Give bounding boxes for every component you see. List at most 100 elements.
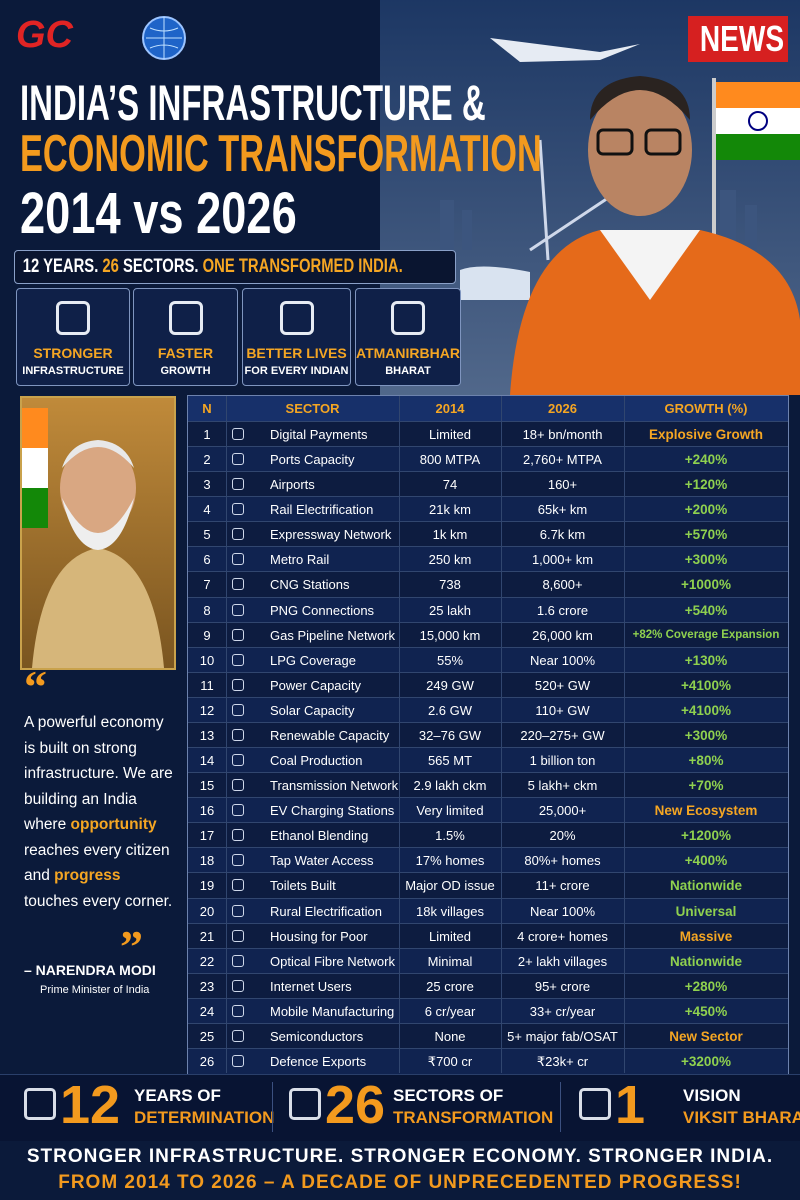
row-number: 1 xyxy=(203,427,211,442)
row-y2014: 2.9 lakh ckm xyxy=(413,778,487,794)
row-y2026: 520+ GW xyxy=(534,677,591,693)
tagline-part: SECTORS. xyxy=(123,256,199,277)
row-y2026: ₹23k+ cr xyxy=(536,1054,589,1069)
row-sector: LPG Coverage xyxy=(270,652,356,668)
sector-icon xyxy=(232,478,244,491)
row-y2026: 26,000 km xyxy=(532,627,593,643)
table-row: 3 Airports 74 160+ +120% xyxy=(188,471,788,497)
row-y2014: Very limited xyxy=(416,803,484,819)
row-y2014: Major OD issue xyxy=(405,878,495,894)
sector-table: N SECTOR 2014 2026 GROWTH (%) 1 Digital Paymen… xyxy=(187,395,789,1074)
table-row: 10 LPG Coverage 55% Near 100% +130% xyxy=(188,646,788,673)
sector-icon xyxy=(232,578,244,591)
stat-number: 26 xyxy=(325,1075,386,1135)
stat: 12 YEARS OF DETERMINATION xyxy=(20,1075,274,1135)
row-growth: +1000% xyxy=(681,577,731,593)
globe-icon xyxy=(142,16,186,60)
row-number: 24 xyxy=(199,1003,215,1019)
quote-text: A powerful economy is built on strong in… xyxy=(24,714,173,833)
feature-icon xyxy=(56,301,90,335)
row-y2026: 160+ xyxy=(547,477,578,493)
table-row: 8 PNG Connections 25 lakh 1.6 crore +540% xyxy=(188,596,788,623)
row-y2014: 565 MT xyxy=(427,753,473,769)
feature-title: ATMANIRBHAR xyxy=(356,345,460,361)
stat-label: TRANSFORMATION xyxy=(393,1108,554,1127)
sector-icon xyxy=(232,954,244,967)
logo: GC xyxy=(16,14,73,57)
row-number: 15 xyxy=(199,778,215,794)
row-number: 21 xyxy=(199,928,215,944)
row-y2026: 8,600+ xyxy=(542,577,583,593)
sector-icon xyxy=(232,603,244,616)
feature-title: STRONGER xyxy=(33,345,113,361)
row-number: 26 xyxy=(199,1054,215,1069)
sector-icon xyxy=(232,528,244,541)
row-growth: +4100% xyxy=(681,677,731,693)
row-growth: Explosive Growth xyxy=(648,427,764,442)
row-number: 20 xyxy=(199,903,215,919)
column-divider xyxy=(399,396,400,1073)
row-y2014: 25 crore xyxy=(426,978,474,994)
row-sector: Housing for Poor xyxy=(270,928,368,944)
row-number: 14 xyxy=(199,753,215,769)
row-growth: +70% xyxy=(688,778,724,794)
row-y2014: Limited xyxy=(429,928,471,944)
column-header: GROWTH (%) xyxy=(664,401,748,416)
title-line: ECONOMIC TRANSFORMATION xyxy=(20,125,542,183)
row-y2026: 2,760+ MTPA xyxy=(523,452,602,468)
row-growth: Massive xyxy=(679,928,733,944)
table-row: 7 CNG Stations 738 8,600+ +1000% xyxy=(188,571,788,597)
table-row: 24 Mobile Manufacturing 6 cr/year 33+ cr/ye… xyxy=(188,997,788,1024)
sector-icon xyxy=(232,929,244,942)
row-y2026: 20% xyxy=(549,828,576,844)
table-row: 22 Optical Fibre Network Minimal 2+ lakh vi… xyxy=(188,947,788,974)
row-y2026: 220–275+ GW xyxy=(520,727,605,743)
row-y2014: 1.5% xyxy=(435,828,465,844)
row-y2026: 1.6 crore xyxy=(536,602,589,618)
stat-number: 12 xyxy=(60,1075,121,1135)
row-sector: CNG Stations xyxy=(270,577,350,593)
title-line: INDIA’S INFRASTRUCTURE & xyxy=(20,75,486,131)
sector-icon xyxy=(232,553,244,566)
row-number: 16 xyxy=(199,803,215,819)
sector-icon xyxy=(232,453,244,466)
portrait-art xyxy=(22,408,164,668)
row-sector: Rural Electrification xyxy=(270,903,382,919)
row-sector: Toilets Built xyxy=(270,878,336,894)
row-sector: Power Capacity xyxy=(270,677,362,693)
row-number: 6 xyxy=(203,552,211,568)
table-row: 25 Semiconductors None 5+ major fab/OSAT New… xyxy=(188,1022,788,1049)
row-growth: +240% xyxy=(684,452,728,468)
row-growth: +400% xyxy=(684,853,728,869)
logo-text: GC xyxy=(16,14,73,56)
row-y2014: 250 km xyxy=(428,552,472,568)
row-growth: Nationwide xyxy=(669,953,742,969)
stat-label: VIKSIT BHARAT xyxy=(683,1108,800,1127)
row-sector: Airports xyxy=(270,477,315,493)
row-y2026: 5 lakh+ ckm xyxy=(527,778,598,794)
row-sector: Defence Exports xyxy=(270,1054,367,1069)
row-sector: Mobile Manufacturing xyxy=(270,1003,395,1019)
table-row: 26 Defence Exports ₹700 cr ₹23k+ cr +3200% xyxy=(188,1048,788,1074)
row-number: 5 xyxy=(203,527,211,543)
row-sector: Ethanol Blending xyxy=(270,828,369,844)
table-row: 17 Ethanol Blending 1.5% 20% +1200% xyxy=(188,822,788,848)
tagline-part: 12 YEARS. xyxy=(22,256,99,277)
sector-icon xyxy=(232,979,244,992)
row-sector: Semiconductors xyxy=(270,1028,364,1044)
row-y2014: 74 xyxy=(442,477,458,493)
row-growth: +1200% xyxy=(681,828,731,844)
stat-number: 1 xyxy=(615,1075,646,1135)
row-growth: New Sector xyxy=(669,1028,743,1044)
stat-icon xyxy=(24,1088,56,1120)
sector-icon xyxy=(232,779,244,792)
row-y2026: 6.7k km xyxy=(539,527,586,543)
row-sector: Transmission Network xyxy=(270,778,399,794)
row-y2026: Near 100% xyxy=(529,903,596,919)
row-number: 9 xyxy=(203,627,211,643)
row-y2026: 1 billion ton xyxy=(529,753,596,769)
sector-icon xyxy=(232,1055,244,1067)
table-row: 21 Housing for Poor Limited 4 crore+ homes M… xyxy=(188,922,788,949)
row-y2014: Limited xyxy=(429,427,471,442)
